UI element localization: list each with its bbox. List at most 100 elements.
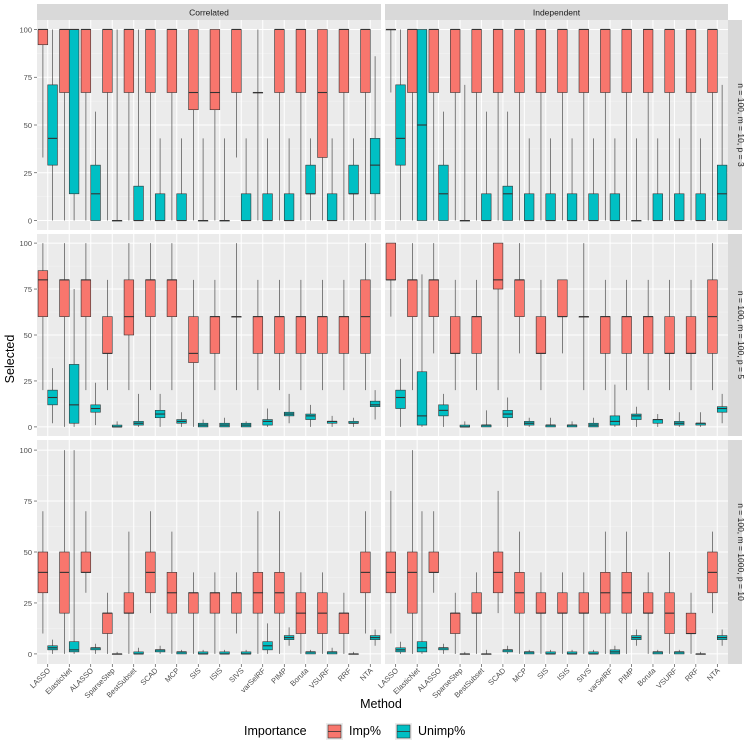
box-unimp	[326, 193, 338, 221]
box-imp	[471, 29, 482, 93]
panel	[37, 440, 381, 664]
box-imp	[338, 29, 350, 93]
box-unimp	[652, 193, 663, 221]
x-tick-label: ISIS	[555, 666, 571, 682]
box-imp	[600, 316, 611, 354]
box-unimp	[154, 193, 166, 221]
box-unimp	[395, 389, 406, 409]
box-imp	[123, 29, 135, 93]
box-imp	[317, 316, 328, 354]
box-unimp	[262, 193, 273, 221]
box-imp	[59, 279, 70, 317]
x-tick-label: VSURF	[654, 666, 679, 691]
box-unimp	[416, 641, 428, 653]
box-imp	[514, 29, 525, 93]
y-tick-label: 50	[24, 331, 32, 340]
panel	[385, 234, 728, 436]
box-unimp	[502, 185, 513, 221]
box-imp	[407, 29, 418, 93]
box-imp	[450, 612, 461, 634]
box-imp	[450, 29, 461, 93]
box-imp	[37, 270, 49, 317]
box-imp	[492, 29, 504, 93]
box-imp	[514, 279, 525, 317]
box-imp	[578, 29, 589, 93]
box-imp	[59, 29, 70, 93]
box-unimp	[524, 193, 535, 221]
box-unimp	[588, 193, 599, 221]
x-tick-label: PIMP	[269, 666, 288, 685]
box-imp	[535, 29, 547, 93]
box-imp	[166, 29, 178, 93]
box-imp	[295, 316, 307, 354]
box-unimp	[369, 400, 381, 407]
box-imp	[428, 551, 439, 573]
y-tick-label: 75	[24, 285, 32, 294]
box-imp	[578, 592, 589, 614]
box-imp	[209, 592, 221, 614]
box-imp	[209, 316, 221, 354]
panel	[37, 234, 381, 436]
box-imp	[557, 592, 568, 614]
box-unimp	[416, 371, 428, 426]
box-imp	[621, 316, 632, 354]
panel	[385, 440, 728, 664]
box-unimp	[348, 164, 359, 195]
box-imp	[428, 279, 439, 317]
x-axis-title: Method	[360, 697, 402, 711]
y-tick-label: 25	[24, 377, 32, 386]
y-tick-label: 0	[28, 423, 32, 432]
box-imp	[643, 29, 654, 93]
box-imp	[471, 316, 482, 354]
x-tick-label: SCAD	[139, 666, 161, 688]
box-unimp	[674, 193, 685, 221]
x-tick-label: ISIS	[208, 666, 224, 682]
box-unimp	[369, 138, 381, 195]
y-tick-label: 0	[28, 217, 32, 226]
x-tick-label: MCP	[511, 666, 529, 684]
box-unimp	[133, 185, 144, 221]
box-unimp	[716, 164, 728, 221]
box-imp	[707, 29, 718, 93]
x-tick-label: RRF	[336, 666, 354, 684]
box-unimp	[240, 193, 252, 221]
box-unimp	[176, 193, 187, 221]
box-imp	[295, 29, 307, 93]
box-unimp	[305, 164, 316, 195]
box-imp	[428, 29, 439, 93]
box-imp	[535, 316, 547, 354]
box-imp	[145, 279, 156, 317]
x-tick-label: MCP	[163, 666, 181, 684]
box-imp	[80, 551, 92, 573]
box-unimp	[68, 364, 80, 424]
column-strip-bg	[385, 4, 728, 20]
box-unimp	[47, 84, 58, 166]
box-imp	[102, 316, 113, 354]
panel	[37, 20, 381, 230]
box-imp	[471, 592, 482, 614]
row-strip-label: n = 100, m = 10, p = 3	[736, 83, 746, 167]
panel	[385, 20, 728, 230]
row-strip-label: n = 100, m = 100, p = 5	[736, 291, 746, 379]
box-unimp	[68, 29, 80, 195]
box-imp	[123, 592, 135, 614]
box-imp	[80, 29, 92, 93]
box-imp	[643, 592, 654, 614]
y-tick-label: 25	[24, 599, 32, 608]
box-imp	[338, 316, 350, 354]
box-imp	[407, 551, 418, 614]
y-tick-label: 50	[24, 548, 32, 557]
x-tick-label: NTA	[358, 666, 375, 683]
box-imp	[188, 29, 199, 111]
box-unimp	[695, 193, 706, 221]
panel-layer	[37, 20, 728, 664]
column-strip-label: Independent	[533, 8, 581, 18]
box-imp	[385, 242, 397, 281]
box-imp	[535, 592, 547, 614]
x-tick-label: VSURF	[307, 666, 332, 691]
y-tick-label: 0	[28, 650, 32, 659]
x-tick-label: SIVS	[227, 666, 245, 684]
legend-title: Importance	[244, 724, 307, 738]
box-imp	[685, 316, 697, 354]
